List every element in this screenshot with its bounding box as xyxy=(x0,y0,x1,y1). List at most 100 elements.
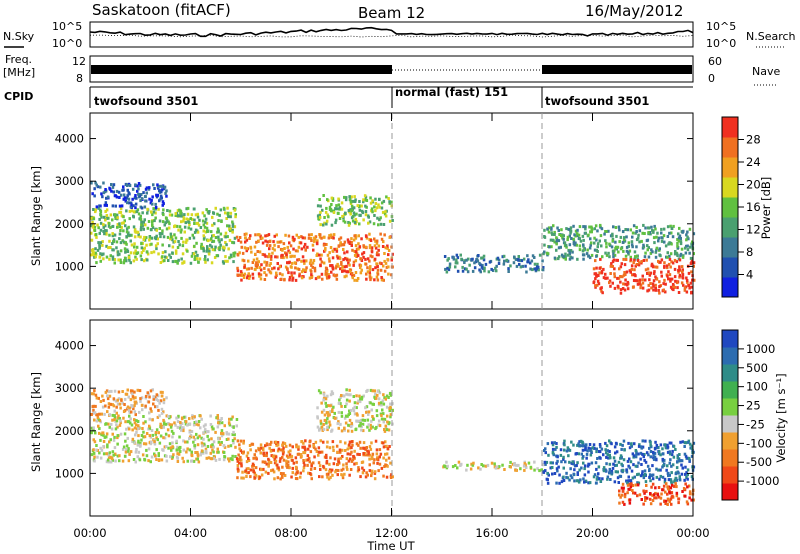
heatmap-cell xyxy=(377,203,380,207)
heatmap-cell xyxy=(374,246,378,250)
heatmap-cell xyxy=(663,499,666,503)
heatmap-cell xyxy=(626,280,630,284)
colorbar-swatch xyxy=(722,330,738,348)
heatmap-cell xyxy=(621,443,624,447)
heatmap-cell xyxy=(655,446,659,450)
heatmap-cell xyxy=(303,242,307,246)
heatmap-cell xyxy=(140,403,144,407)
heatmap-cell xyxy=(600,244,603,248)
heatmap-cell xyxy=(659,284,662,288)
heatmap-cell xyxy=(276,463,279,467)
heatmap-cell xyxy=(303,445,306,449)
heatmap-cell xyxy=(610,262,613,266)
heatmap-cell xyxy=(310,274,314,278)
heatmap-cell xyxy=(196,453,200,457)
heatmap-cell xyxy=(227,247,230,251)
colorbar-swatch xyxy=(722,217,738,238)
heatmap-cell xyxy=(587,462,590,466)
heatmap-cell xyxy=(134,396,137,400)
heatmap-cell xyxy=(631,231,635,235)
heatmap-cell xyxy=(362,446,365,450)
heatmap-cell xyxy=(623,495,627,499)
heatmap-cell xyxy=(143,205,147,209)
heatmap-cell xyxy=(574,229,578,233)
heatmap-cell xyxy=(628,498,632,502)
heatmap-cell xyxy=(93,194,96,198)
heatmap-cell xyxy=(676,470,680,474)
heatmap-cell xyxy=(245,460,249,464)
heatmap-cell xyxy=(183,213,186,217)
heatmap-cell xyxy=(575,479,579,483)
heatmap-cell xyxy=(577,233,581,237)
heatmap-cell xyxy=(139,214,142,218)
heatmap-cell xyxy=(384,397,387,401)
heatmap-cell xyxy=(638,493,642,497)
heatmap-cell xyxy=(99,210,103,213)
heatmap-cell xyxy=(250,266,253,270)
heatmap-cell xyxy=(362,429,365,433)
heatmap-cell xyxy=(389,415,392,419)
heatmap-cell xyxy=(137,192,140,196)
heatmap-cell xyxy=(687,484,691,488)
heatmap-cell xyxy=(340,429,344,433)
heatmap-cell xyxy=(620,493,624,497)
heatmap-cell xyxy=(258,475,262,479)
heatmap-cell xyxy=(320,236,323,240)
heatmap-cell xyxy=(100,448,104,452)
heatmap-cell xyxy=(591,446,595,450)
heatmap-cell xyxy=(348,443,351,447)
heatmap-cell xyxy=(112,240,115,244)
heatmap-cell xyxy=(678,275,681,279)
heatmap-cell xyxy=(637,444,641,448)
heatmap-cell xyxy=(316,416,319,420)
heatmap-cell xyxy=(300,259,303,263)
heatmap-cell xyxy=(150,440,153,444)
heatmap-cell xyxy=(557,239,561,243)
heatmap-cell xyxy=(657,288,660,292)
heatmap-cell xyxy=(146,211,149,215)
heatmap-cell xyxy=(677,236,681,240)
heatmap-cell xyxy=(169,237,172,241)
heatmap-cell xyxy=(583,480,586,484)
heatmap-cell xyxy=(686,485,689,489)
heatmap-cell xyxy=(247,459,251,462)
heatmap-cell xyxy=(358,208,362,212)
heatmap-cell xyxy=(581,448,585,452)
freq-label-1: Freq. xyxy=(5,53,32,66)
heatmap-cell xyxy=(180,257,183,261)
heatmap-cell xyxy=(647,453,650,457)
heatmap-cell xyxy=(147,459,150,463)
heatmap-cell xyxy=(648,446,651,450)
heatmap-cell xyxy=(562,479,566,482)
heatmap-cell xyxy=(362,245,366,249)
heatmap-cell xyxy=(242,450,245,454)
heatmap-cell xyxy=(287,261,290,265)
heatmap-cell xyxy=(654,265,658,269)
heatmap-cell xyxy=(98,427,101,430)
heatmap-cell xyxy=(638,240,641,244)
heatmap-cell xyxy=(121,447,125,451)
heatmap-cell xyxy=(158,189,161,193)
heatmap-cell xyxy=(214,206,217,210)
heatmap-cell xyxy=(220,417,223,420)
heatmap-cell xyxy=(461,269,465,273)
heatmap-cell xyxy=(90,181,93,185)
heatmap-cell xyxy=(99,221,103,225)
heatmap-cell xyxy=(673,267,677,271)
heatmap-cell xyxy=(650,485,653,489)
heatmap-cell xyxy=(690,498,693,502)
heatmap-cell xyxy=(231,220,234,224)
heatmap-cell xyxy=(140,220,143,224)
heatmap-cell xyxy=(382,441,385,445)
heatmap-cell xyxy=(491,269,495,272)
heatmap-cell xyxy=(446,464,449,468)
heatmap-cell xyxy=(480,463,483,466)
heatmap-cell xyxy=(122,221,125,225)
heatmap-cell xyxy=(470,462,473,466)
heatmap-cell xyxy=(468,263,471,267)
heatmap-cell xyxy=(555,442,558,445)
heatmap-cell xyxy=(176,209,180,213)
heatmap-cell xyxy=(138,183,142,187)
x-tick-label: 00:00 xyxy=(73,526,106,540)
